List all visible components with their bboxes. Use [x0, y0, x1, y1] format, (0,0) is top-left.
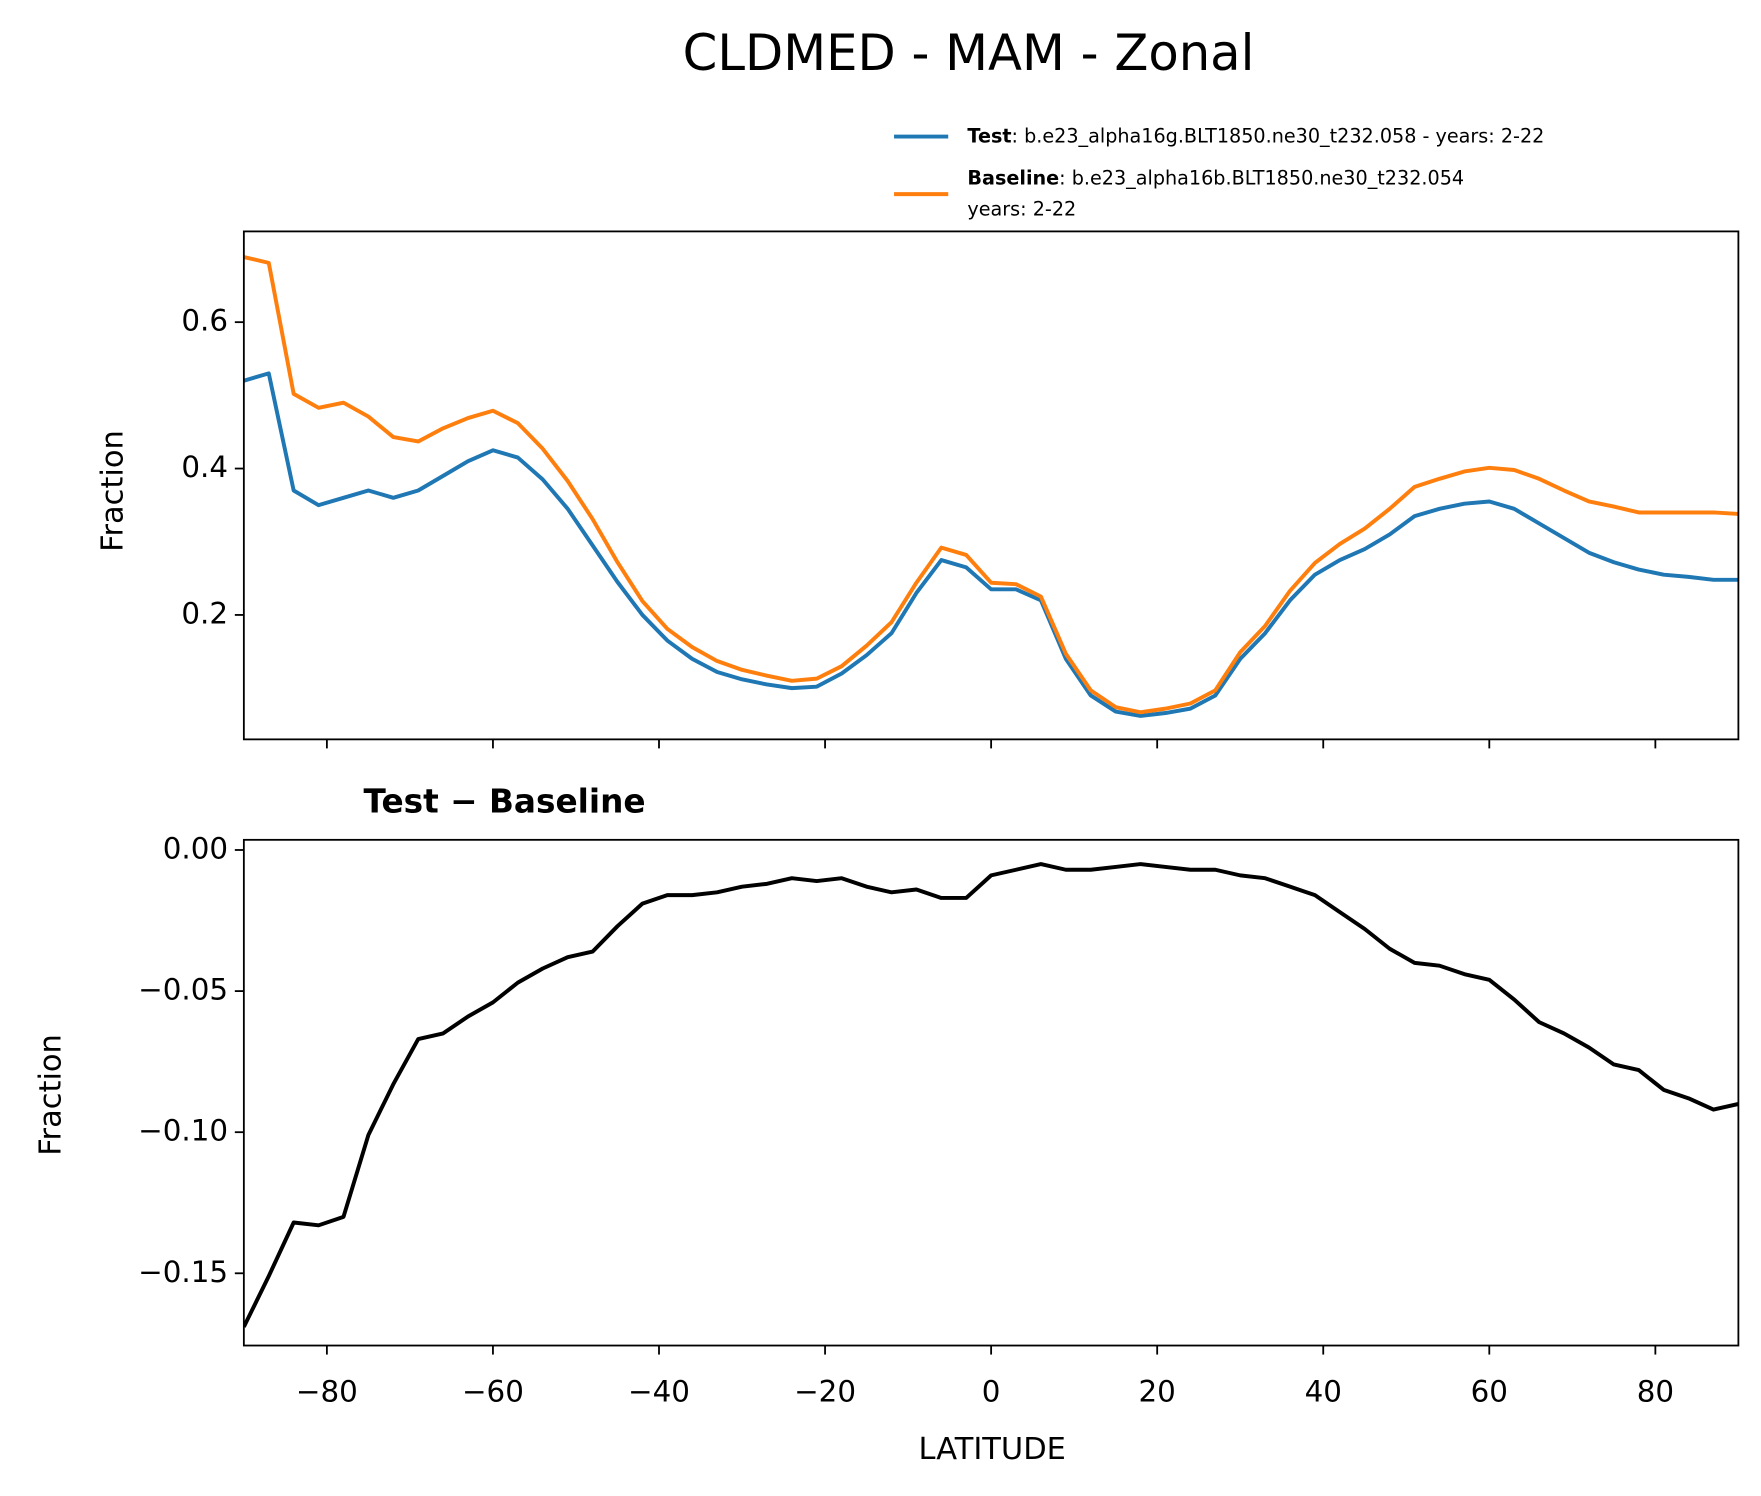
x-tick-label: −20 — [794, 1374, 856, 1408]
x-tick-label: 40 — [1305, 1374, 1342, 1408]
legend-name: Baseline — [967, 166, 1059, 189]
x-tick-label: 0 — [982, 1374, 1001, 1408]
figure-title: CLDMED - MAM - Zonal — [683, 24, 1255, 82]
x-tick-label: 20 — [1139, 1374, 1176, 1408]
data-line — [243, 862, 1739, 1328]
y-tick-label: −0.05 — [138, 973, 228, 1007]
legend-detail: years: 2-22 — [967, 197, 1076, 220]
legend-detail: : b.e23_alpha16g.BLT1850.ne30_t232.058 -… — [1012, 124, 1545, 147]
y-tick-label: −0.10 — [138, 1114, 228, 1148]
x-tick-label: 60 — [1471, 1374, 1508, 1408]
x-tick-label: 80 — [1637, 1374, 1674, 1408]
x-axis-label: LATITUDE — [919, 1432, 1066, 1467]
x-tick-label: −80 — [296, 1374, 358, 1408]
y-axis-label: Fraction — [33, 1034, 68, 1156]
y-tick-label: 0.00 — [163, 831, 228, 865]
axes-frame — [242, 838, 1740, 1347]
y-tick-label: 0.6 — [181, 304, 228, 338]
legend-label: Baseline: b.e23_alpha16b.BLT1850.ne30_t2… — [967, 166, 1464, 189]
data-line — [243, 371, 1739, 718]
data-line — [243, 255, 1739, 715]
y-axis-label: Fraction — [96, 430, 131, 552]
y-tick-label: 0.2 — [181, 596, 228, 630]
x-tick-label: −60 — [462, 1374, 524, 1408]
legend-label: Test: b.e23_alpha16g.BLT1850.ne30_t232.0… — [967, 124, 1544, 147]
y-tick-label: −0.15 — [138, 1255, 228, 1289]
y-tick-label: 0.4 — [181, 450, 228, 484]
x-tick-label: −40 — [628, 1374, 690, 1408]
subplot-title: Test − Baseline — [364, 783, 646, 821]
axes-frame — [242, 230, 1740, 741]
legend-name: Test — [967, 124, 1011, 147]
legend-detail: : b.e23_alpha16b.BLT1850.ne30_t232.054 — [1059, 166, 1464, 189]
